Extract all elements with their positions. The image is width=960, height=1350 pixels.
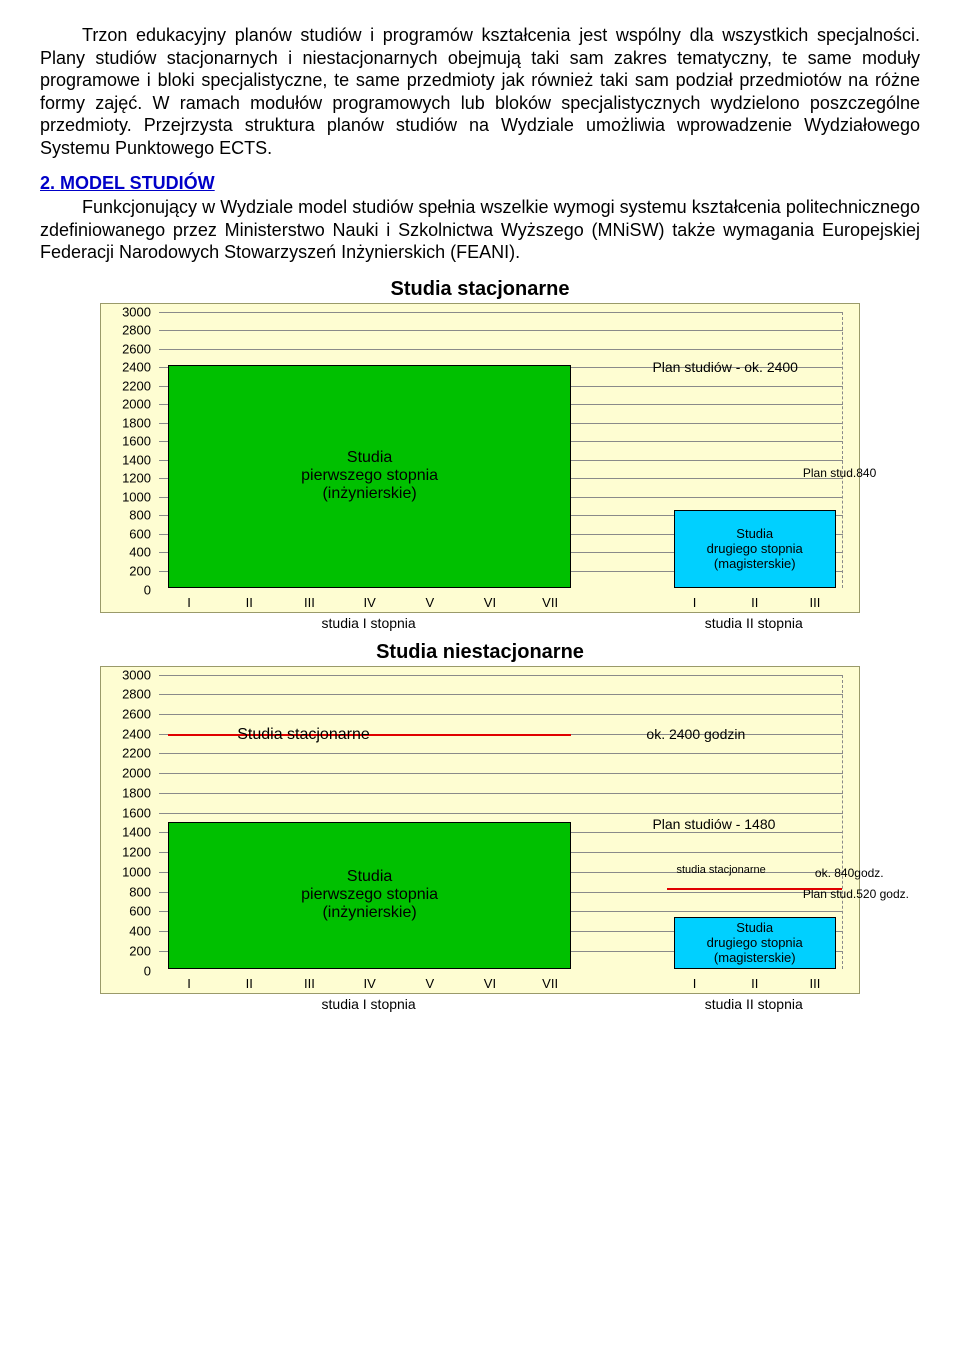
bar-first-degree: Studia pierwszego stopnia (inżynierskie) (168, 822, 571, 968)
x-tick: V (425, 976, 434, 991)
y-tick: 1200 (101, 471, 151, 486)
x-tick: VI (484, 595, 496, 610)
x-tick: III (809, 595, 820, 610)
intro-paragraph: Trzon edukacyjny planów studiów i progra… (40, 24, 920, 159)
y-tick: 3000 (101, 304, 151, 319)
y-tick: 2800 (101, 687, 151, 702)
y-tick: 800 (101, 884, 151, 899)
x-tick: I (693, 595, 697, 610)
chart-niestacjonarne: Studia pierwszego stopnia (inżynierskie)… (100, 666, 860, 1018)
x-tick: I (187, 976, 191, 991)
y-tick: 800 (101, 508, 151, 523)
axis-label-2: studia II stopnia (705, 996, 803, 1012)
y-tick: 2800 (101, 323, 151, 338)
y-tick: 2200 (101, 746, 151, 761)
bar-second-degree: Studia drugiego stopnia (magisterskie) (674, 917, 836, 968)
bar-first-degree: Studia pierwszego stopnia (inżynierskie) (168, 365, 571, 587)
axis-label-2: studia II stopnia (705, 615, 803, 631)
y-tick: 1800 (101, 415, 151, 430)
y-tick: 1200 (101, 845, 151, 860)
bar-second-degree: Studia drugiego stopnia (magisterskie) (674, 510, 836, 588)
y-tick: 400 (101, 924, 151, 939)
redline-annot-2b: ok. 840godz. (815, 866, 884, 880)
y-tick: 600 (101, 904, 151, 919)
y-tick: 200 (101, 943, 151, 958)
y-tick: 0 (101, 582, 151, 597)
y-tick: 600 (101, 526, 151, 541)
y-tick: 1400 (101, 452, 151, 467)
model-text: Funkcjonujący w Wydziale model studiów s… (40, 197, 920, 262)
y-tick: 1600 (101, 805, 151, 820)
x-tick: VII (542, 595, 558, 610)
x-tick: IV (363, 976, 375, 991)
x-tick: I (693, 976, 697, 991)
y-tick: 1000 (101, 864, 151, 879)
y-tick: 3000 (101, 667, 151, 682)
x-tick: II (751, 976, 758, 991)
section-heading: 2. MODEL STUDIÓW (40, 173, 920, 194)
y-tick: 1800 (101, 785, 151, 800)
redline-annot-1: ok. 2400 godzin (646, 726, 745, 742)
y-tick: 1600 (101, 434, 151, 449)
y-tick: 2000 (101, 397, 151, 412)
y-tick: 2400 (101, 360, 151, 375)
x-tick: V (425, 595, 434, 610)
annot-plan2: Plan stud.840 (803, 466, 876, 480)
y-tick: 0 (101, 963, 151, 978)
y-tick: 200 (101, 563, 151, 578)
x-tick: I (187, 595, 191, 610)
redline-annot-2a: studia stacjonarne (677, 864, 766, 876)
y-tick: 2600 (101, 706, 151, 721)
redline-label-1: Studia stacjonarne (237, 726, 370, 744)
annot-plan1: Plan studiów - 1480 (652, 816, 775, 832)
x-tick: II (246, 595, 253, 610)
x-tick: III (809, 976, 820, 991)
x-tick: II (246, 976, 253, 991)
y-tick: 2400 (101, 726, 151, 741)
model-paragraph: Funkcjonujący w Wydziale model studiów s… (40, 196, 920, 264)
y-tick: 2000 (101, 766, 151, 781)
annot-plan1: Plan studiów - ok. 2400 (652, 359, 798, 375)
x-tick: VII (542, 976, 558, 991)
y-tick: 1000 (101, 489, 151, 504)
y-tick: 1400 (101, 825, 151, 840)
chart2-title: Studia niestacjonarne (100, 641, 860, 664)
x-tick: VI (484, 976, 496, 991)
y-tick: 2200 (101, 378, 151, 393)
x-tick: II (751, 595, 758, 610)
x-tick: III (304, 595, 315, 610)
y-tick: 400 (101, 545, 151, 560)
axis-label-1: studia I stopnia (322, 996, 416, 1012)
y-tick: 2600 (101, 341, 151, 356)
chart1-title: Studia stacjonarne (100, 278, 860, 301)
chart-stacjonarne: Studia pierwszego stopnia (inżynierskie)… (100, 303, 860, 637)
x-tick: IV (363, 595, 375, 610)
charts-container: Studia stacjonarne Studia pierwszego sto… (100, 278, 860, 1018)
axis-label-1: studia I stopnia (322, 615, 416, 631)
x-tick: III (304, 976, 315, 991)
intro-text: Trzon edukacyjny planów studiów i progra… (40, 25, 920, 158)
